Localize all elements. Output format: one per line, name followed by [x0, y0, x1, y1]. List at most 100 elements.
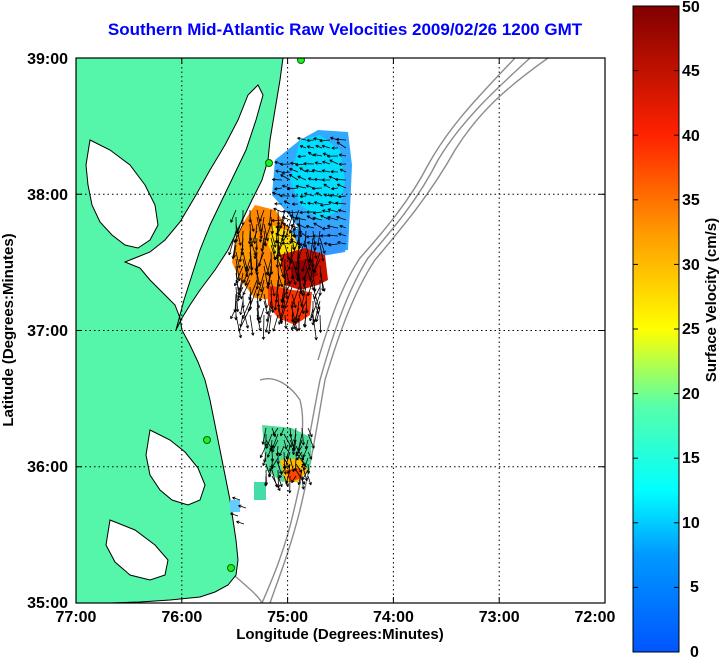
velocity-arrow — [270, 279, 276, 297]
velocity-arrow — [261, 314, 266, 340]
velocity-arrow — [291, 237, 296, 251]
velocity-arrow — [274, 187, 283, 191]
velocity-arrow — [313, 153, 323, 157]
velocity-arrow — [306, 215, 315, 221]
velocity-arrow — [299, 167, 307, 173]
velocity-arrow — [233, 265, 244, 287]
colorbar-tick-label: 0 — [690, 644, 699, 659]
velocity-arrow — [245, 258, 251, 272]
velocity-arrow — [284, 244, 291, 261]
velocity-arrow — [270, 230, 277, 248]
velocity-arrow — [283, 200, 291, 205]
colorbar-tick-label: 15 — [682, 450, 700, 467]
velocity-arrow — [289, 167, 299, 173]
x-tick-label: 76:00 — [161, 609, 202, 626]
velocity-arrow — [308, 307, 314, 322]
velocity-arrow — [283, 463, 287, 475]
velocity-arrow — [232, 496, 241, 501]
velocity-arrow — [311, 186, 323, 191]
velocity-arrow — [305, 169, 315, 173]
velocity-arrow — [319, 237, 326, 254]
velocity-arrow — [291, 272, 297, 286]
velocity-arrow — [253, 244, 258, 260]
velocity-arrow — [232, 244, 237, 258]
velocity-arrow — [264, 475, 268, 487]
velocity-arrow — [279, 162, 291, 166]
velocity-arrow — [312, 216, 323, 221]
velocity-arrow — [338, 232, 347, 237]
velocity-arrow — [297, 314, 301, 331]
velocity-arrow — [273, 286, 279, 311]
velocity-arrow — [289, 230, 293, 244]
velocity-arrow — [301, 427, 306, 446]
velocity-arrow — [335, 177, 347, 182]
velocity-arrow — [302, 314, 307, 328]
colorbar-tick-label: 40 — [682, 128, 700, 145]
velocity-arrow — [272, 314, 279, 332]
velocity-arrow — [322, 209, 331, 213]
velocity-arrow — [306, 210, 315, 214]
velocity-arrow — [258, 216, 265, 243]
velocity-arrow — [305, 244, 312, 262]
velocity-arrow — [291, 475, 297, 484]
colorbar — [632, 5, 680, 653]
velocity-arrow — [236, 520, 245, 525]
colorbar-tick-label: 20 — [682, 386, 700, 403]
velocity-arrow — [307, 201, 315, 206]
velocity-arrow — [328, 243, 339, 247]
velocity-arrow — [263, 230, 268, 247]
velocity-arrow — [312, 314, 318, 341]
velocity-arrow — [284, 216, 293, 239]
velocity-arrow — [277, 244, 283, 262]
velocity-arrow — [291, 223, 297, 238]
velocity-arrow — [238, 244, 244, 263]
velocity-arrow — [309, 265, 314, 282]
velocity-arrow — [335, 201, 347, 205]
x-tick-labels: 77:00 76:00 75:00 74:00 73:00 72:00 — [56, 609, 616, 626]
velocity-arrow — [267, 272, 272, 286]
colorbar-tick-label: 50 — [682, 0, 700, 16]
velocity-arrow — [263, 223, 269, 242]
velocity-arrow — [280, 174, 291, 181]
grid-lines — [76, 58, 605, 603]
velocity-arrow — [238, 504, 247, 509]
velocity-arrow — [291, 314, 297, 330]
velocity-arrow — [327, 233, 339, 238]
velocity-arrow — [337, 208, 347, 213]
x-tick-label: 75:00 — [267, 609, 308, 626]
velocity-arrow — [278, 445, 285, 457]
velocity-arrow — [301, 475, 305, 490]
velocity-arrows — [228, 136, 347, 525]
velocity-arrow — [270, 293, 275, 313]
velocity-arrow — [336, 183, 347, 189]
velocity-arrow — [259, 445, 267, 459]
velocity-arrow — [313, 201, 323, 205]
velocity-arrow — [339, 224, 347, 229]
velocity-arrow — [249, 314, 255, 336]
velocity-arrow — [327, 216, 339, 221]
velocity-arrow — [336, 215, 347, 221]
velocity-arrow — [320, 203, 331, 207]
velocity-arrow — [305, 184, 315, 189]
velocity-arrow — [298, 279, 303, 295]
velocity-arrow — [267, 314, 272, 335]
velocity-arrow — [306, 145, 315, 149]
velocity-arrow — [287, 251, 293, 271]
velocity-arrow — [338, 153, 347, 157]
velocity-arrow — [305, 224, 315, 229]
velocity-arrow — [297, 136, 307, 141]
velocity-arrow — [291, 293, 297, 309]
x-tick-label: 72:00 — [575, 609, 616, 626]
velocity-arrow — [306, 279, 314, 297]
x-tick-label: 77:00 — [56, 609, 97, 626]
colorbar-tick-label: 5 — [690, 579, 699, 596]
velocity-arrow — [281, 170, 291, 175]
velocity-arrow — [298, 293, 305, 314]
velocity-arrow — [338, 194, 347, 199]
velocity-arrow — [271, 475, 281, 492]
velocity-arrow — [329, 193, 339, 198]
velocity-arrow — [237, 286, 244, 299]
velocity-arrow — [279, 307, 286, 322]
colorbar-tick-label: 30 — [682, 257, 700, 274]
